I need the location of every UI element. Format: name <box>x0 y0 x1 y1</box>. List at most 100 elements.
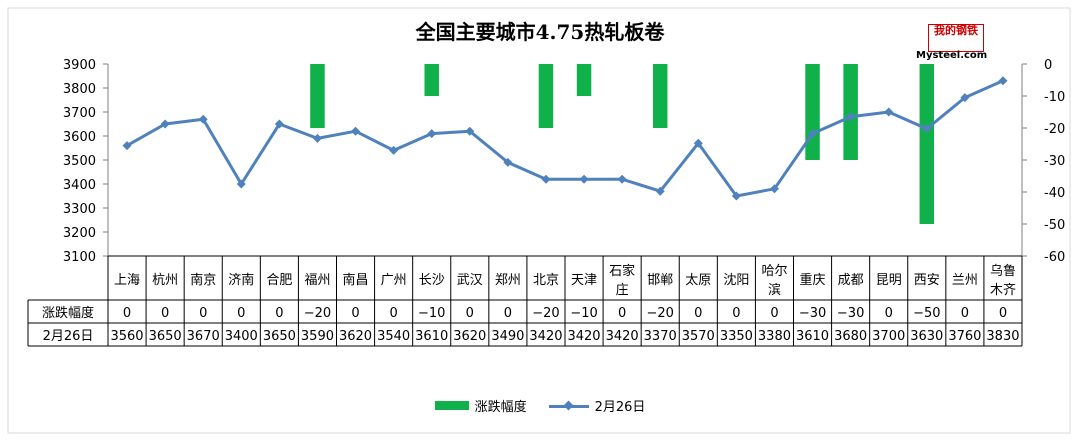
category-label: 昆明 <box>876 273 902 288</box>
table-cell: 0 <box>275 306 283 321</box>
right-tick-label: -60 <box>1044 250 1065 265</box>
category-label: 沈阳 <box>723 273 749 288</box>
table-row-label: 涨跌幅度 <box>42 305 94 321</box>
line-point-6 <box>351 126 361 136</box>
table-cell: −10 <box>418 306 445 321</box>
table-cell: 3670 <box>187 329 220 344</box>
table-cell: 0 <box>770 306 778 321</box>
right-tick-label: -50 <box>1044 218 1065 233</box>
line-point-0 <box>122 141 132 151</box>
category-label: 南京 <box>190 272 216 288</box>
table-cell: 0 <box>885 306 893 321</box>
line-point-17 <box>769 184 779 194</box>
table-cell: 3420 <box>606 329 639 344</box>
legend-bar-label: 涨跌幅度 <box>474 400 527 415</box>
category-label: 长沙 <box>419 273 445 288</box>
category-label: 石家 <box>609 263 635 279</box>
table-cell: −30 <box>837 306 864 321</box>
category-label: 杭州 <box>152 273 178 288</box>
table-row-label: 2月26日 <box>43 329 94 344</box>
table-cell: 3380 <box>758 329 791 344</box>
table-cell: 3570 <box>682 329 715 344</box>
table-cell: 0 <box>732 306 740 321</box>
table-cell: 0 <box>694 306 702 321</box>
line-point-8 <box>427 129 437 139</box>
table-cell: 0 <box>961 306 969 321</box>
left-tick-label: 3400 <box>63 178 96 193</box>
line-point-5 <box>312 133 322 143</box>
table-cell: 3610 <box>796 329 829 344</box>
right-tick-label: -40 <box>1044 186 1065 201</box>
table-cell: 3650 <box>149 329 182 344</box>
table-cell: 3620 <box>453 329 486 344</box>
table-cell: −20 <box>304 306 331 321</box>
bar-14 <box>652 64 668 128</box>
category-label: 济南 <box>228 272 254 288</box>
line-point-9 <box>465 126 475 136</box>
legend-item-line: 2月26日 <box>548 396 646 415</box>
mysteel-logo: 我的钢铁 Mysteel.com <box>916 24 1012 62</box>
chart-title: 全国主要城市4.75热轧板卷 <box>415 20 665 44</box>
table-cell: 3560 <box>110 329 143 344</box>
left-tick-label: 3200 <box>63 226 96 241</box>
table-cell: 0 <box>161 306 169 321</box>
line-point-14 <box>655 186 665 196</box>
line-point-12 <box>579 174 589 184</box>
category-label: 兰州 <box>952 273 978 288</box>
right-tick-label: -30 <box>1044 154 1065 169</box>
table-cell: 0 <box>237 306 245 321</box>
line-point-7 <box>389 145 399 155</box>
table-cell: 0 <box>123 306 131 321</box>
category-label: 滨 <box>768 282 781 298</box>
table-cell: 3350 <box>720 329 753 344</box>
line-point-11 <box>541 174 551 184</box>
table-cell: 3760 <box>948 329 981 344</box>
left-tick-label: 3300 <box>63 202 96 217</box>
category-label: 北京 <box>533 273 559 288</box>
line-point-18 <box>808 129 818 139</box>
left-tick-label: 3500 <box>63 154 96 169</box>
line-point-21 <box>922 124 932 134</box>
left-tick-label: 3100 <box>63 250 96 265</box>
line-point-23 <box>998 76 1008 86</box>
category-label: 南昌 <box>343 272 369 288</box>
category-label: 天津 <box>571 273 597 288</box>
table-cell: 0 <box>351 306 359 321</box>
table-cell: 3620 <box>339 329 372 344</box>
table-cell: −50 <box>913 306 940 321</box>
category-label: 成都 <box>838 273 864 288</box>
table-cell: 3540 <box>377 329 410 344</box>
table-cell: −30 <box>799 306 826 321</box>
legend-line-label: 2月26日 <box>594 400 646 415</box>
table-cell: 3830 <box>986 329 1019 344</box>
category-label: 太原 <box>685 273 711 288</box>
table-cell: 3630 <box>910 329 943 344</box>
category-label: 西安 <box>914 273 940 288</box>
category-label: 福州 <box>304 273 330 288</box>
category-label: 广州 <box>381 273 407 288</box>
legend: 涨跌幅度 2月26日 <box>0 396 1080 415</box>
legend-line-swatch <box>548 399 589 413</box>
table-cell: 0 <box>199 306 207 321</box>
bar-18 <box>805 64 820 160</box>
table-cell: 3590 <box>301 329 334 344</box>
bar-19 <box>843 64 858 160</box>
table-cell: 3680 <box>834 329 867 344</box>
line-point-20 <box>884 107 894 117</box>
line-point-2 <box>198 114 208 124</box>
category-label: 乌鲁 <box>990 263 1016 279</box>
table-cell: 3400 <box>225 329 258 344</box>
line-series <box>126 79 1004 198</box>
line-point-10 <box>503 157 513 167</box>
table-cell: −20 <box>532 306 559 321</box>
category-label: 邯郸 <box>647 273 673 288</box>
category-label: 哈尔 <box>761 264 787 279</box>
right-tick-label: 0 <box>1044 58 1052 73</box>
line-point-15 <box>693 138 703 148</box>
bar-5 <box>310 64 325 128</box>
category-label: 木齐 <box>990 282 1016 298</box>
category-label: 上海 <box>114 273 140 288</box>
right-tick-label: -20 <box>1044 122 1065 137</box>
